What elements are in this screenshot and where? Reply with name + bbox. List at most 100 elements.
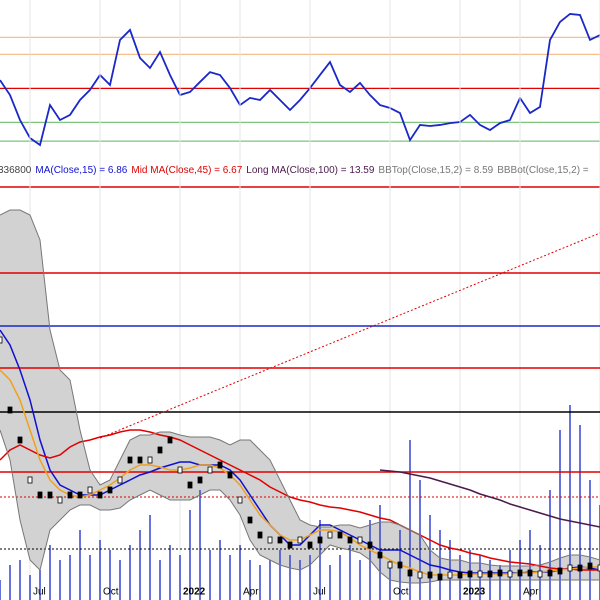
candle [177, 466, 183, 474]
candle [497, 569, 503, 577]
volume-bar [9, 565, 11, 600]
volume-bar [179, 555, 181, 600]
candle [587, 562, 593, 570]
candle [107, 486, 113, 494]
candle [117, 476, 123, 484]
volume-bar [319, 520, 321, 600]
volume-bar [19, 560, 21, 600]
candle [357, 536, 363, 544]
candle [267, 536, 273, 544]
volume-bar [129, 545, 131, 600]
candle [0, 336, 3, 344]
candle [487, 570, 493, 578]
volume-bar [439, 530, 441, 600]
candle [77, 491, 83, 499]
candle [537, 570, 543, 578]
x-tick-label: Oct [103, 587, 119, 598]
candle [17, 436, 23, 444]
volume-bar [359, 560, 361, 600]
volume-bar [149, 515, 151, 600]
x-tick-label: Apr [243, 587, 259, 598]
volume-bar [549, 490, 551, 600]
candle [577, 564, 583, 572]
candle [437, 573, 443, 581]
candle [167, 436, 173, 444]
candle [37, 491, 43, 499]
volume-bar [209, 550, 211, 600]
volume-bar [169, 545, 171, 600]
series-line [0, 429, 600, 584]
candle [247, 516, 253, 524]
volume-bar [139, 530, 141, 600]
candle [307, 541, 313, 549]
volume-bar [29, 575, 31, 600]
candle [187, 481, 193, 489]
candle [407, 569, 413, 577]
volume-bar [499, 565, 501, 600]
volume-bar [89, 555, 91, 600]
volume-bar [349, 545, 351, 600]
candle [517, 569, 523, 577]
candle [467, 570, 473, 578]
candle [97, 491, 103, 499]
candle [367, 541, 373, 549]
volume-bar [269, 560, 271, 600]
volume-bar [429, 515, 431, 600]
volume-bar [299, 560, 301, 600]
candle [227, 471, 233, 479]
volume-bar [189, 510, 191, 600]
volume-bar [69, 555, 71, 600]
legend-entry: BBBot(Close,15,2) = [497, 165, 589, 176]
candle [387, 561, 393, 569]
candle [237, 496, 243, 504]
volume-bar [99, 540, 101, 600]
volume-bar [0, 580, 1, 600]
legend-entry: MA(Close,15) = 6.86 [35, 165, 127, 176]
volume-bar [109, 550, 111, 600]
series-line [0, 209, 600, 567]
candle [377, 551, 383, 559]
volume-bar [159, 560, 161, 600]
candle [457, 571, 463, 579]
volume-bar [259, 565, 261, 600]
x-tick-label: Apr [523, 587, 539, 598]
x-tick-label: Jul [313, 587, 326, 598]
x-tick-label: Jul [33, 587, 46, 598]
legend-entry: BBTop(Close,15,2) = 8.59 [378, 165, 493, 176]
candle [527, 569, 533, 577]
candle [447, 571, 453, 579]
candle [87, 486, 93, 494]
candle [67, 491, 73, 499]
volume-bar [39, 570, 41, 600]
legend-entry: Mid MA(Close,45) = 6.67 [131, 165, 242, 176]
candle [347, 536, 353, 544]
volume-bar [419, 480, 421, 600]
volume-bar [479, 555, 481, 600]
candle [207, 466, 213, 474]
volume-bar [279, 550, 281, 600]
candle [317, 536, 323, 544]
candle [337, 531, 343, 539]
x-tick-label: 2023 [463, 587, 486, 598]
volume-bar [329, 565, 331, 600]
volume-bar [569, 405, 571, 600]
volume-bar [79, 530, 81, 600]
volume-bar [409, 440, 411, 600]
volume-bar [59, 560, 61, 600]
candle [277, 536, 283, 544]
legend-prefix: 336800 [0, 165, 32, 176]
candle [57, 496, 63, 504]
volume-bar [219, 540, 221, 600]
volume-bar [579, 425, 581, 600]
x-tick-label: Oct [393, 587, 409, 598]
volume-bar [119, 560, 121, 600]
legend: 336800 MA(Close,15) = 6.86 Mid MA(Close,45… [0, 165, 589, 176]
volume-bar [309, 555, 311, 600]
volume-bar [199, 490, 201, 600]
candle [507, 570, 513, 578]
volume-bar [239, 545, 241, 600]
candle [147, 456, 153, 464]
candle [217, 461, 223, 469]
candle [297, 536, 303, 544]
